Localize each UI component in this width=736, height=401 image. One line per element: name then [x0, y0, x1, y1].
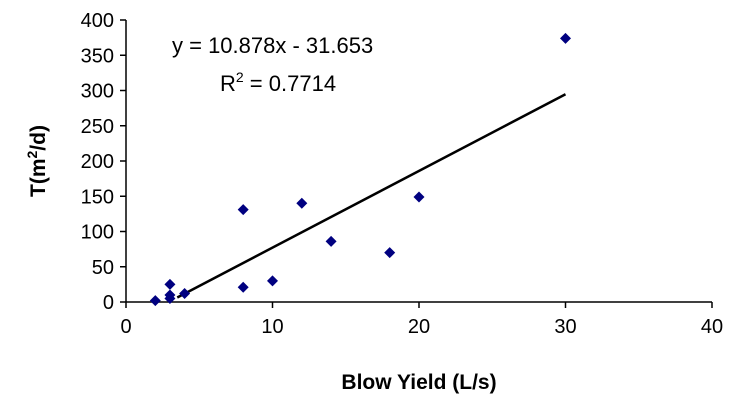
- r-squared-label: R2 = 0.7714: [220, 69, 336, 96]
- data-point: [237, 281, 249, 293]
- y-tick-label: 100: [81, 222, 114, 244]
- trendline-equation: y = 10.878x - 31.653: [172, 33, 373, 58]
- x-tick-label: 0: [120, 316, 131, 338]
- y-axis-ticks: 0 50 100 150 200 250 300 350 400: [81, 10, 126, 314]
- data-point: [560, 32, 571, 44]
- x-tick-label: 20: [408, 316, 430, 338]
- x-tick-label: 30: [554, 316, 576, 338]
- data-point: [164, 292, 176, 304]
- y-tick-label: 150: [81, 186, 114, 208]
- y-tick-label: 0: [103, 292, 114, 314]
- plot-area: 0 50 100 150 200 250 300 350 400 0 10 20 30 40: [81, 10, 724, 338]
- y-tick-label: 50: [92, 257, 114, 279]
- y-tick-label: 250: [81, 116, 114, 138]
- data-points: [149, 32, 571, 307]
- y-tick-label: 300: [81, 81, 114, 103]
- x-axis-ticks: 0 10 20 30 40: [120, 302, 723, 338]
- y-axis-title: T(m2/d): [24, 125, 50, 197]
- data-point: [296, 197, 308, 209]
- x-tick-label: 10: [261, 316, 283, 338]
- data-point: [267, 275, 278, 287]
- y-tick-label: 400: [81, 10, 114, 32]
- data-point: [325, 235, 337, 247]
- data-point: [164, 278, 176, 290]
- trendline: [176, 93, 567, 299]
- x-tick-label: 40: [701, 316, 723, 338]
- data-point: [413, 191, 425, 203]
- data-point: [149, 295, 161, 307]
- y-tick-label: 200: [81, 151, 114, 173]
- y-tick-label: 350: [81, 45, 114, 67]
- data-point: [384, 247, 396, 259]
- data-point: [179, 288, 191, 300]
- data-point: [237, 204, 249, 216]
- x-axis-title: Blow Yield (L/s): [341, 371, 496, 394]
